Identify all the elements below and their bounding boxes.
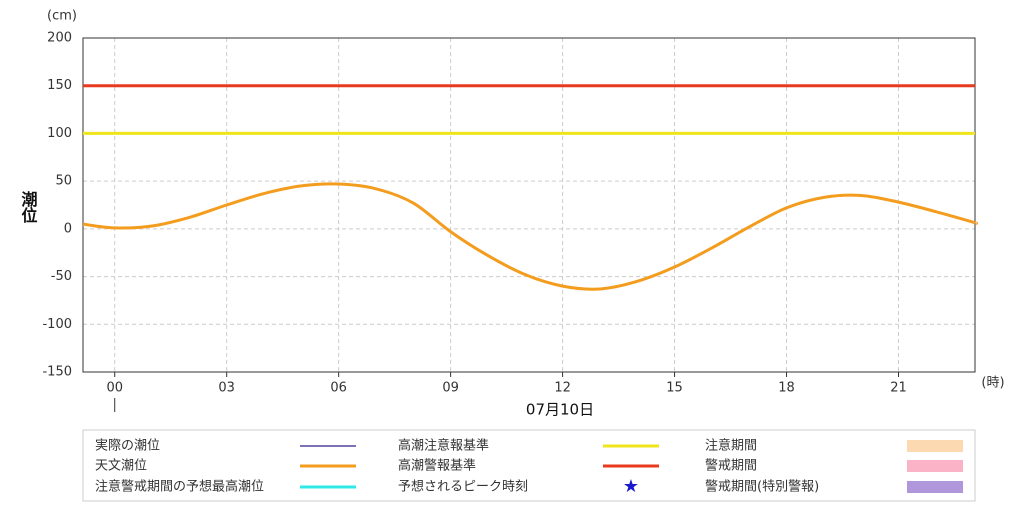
x-unit: (時) — [981, 376, 1004, 391]
y-tick-label: 200 — [47, 31, 72, 46]
date-label: 07月10日 — [526, 401, 594, 419]
x-tick-label: 09 — [442, 381, 459, 396]
y-tick-label: 0 — [64, 221, 72, 236]
y-unit: (cm) — [47, 9, 77, 24]
legend-label: 高潮警報基準 — [398, 458, 476, 474]
y-tick-label: 50 — [55, 174, 72, 189]
x-tick-label: 03 — [218, 381, 235, 396]
legend-swatch — [907, 460, 963, 472]
x-tick-label: 06 — [330, 381, 347, 396]
y-tick-label: -50 — [51, 269, 72, 284]
x-tick-label: 12 — [554, 381, 571, 396]
legend-label: 注意警戒期間の予想最高潮位 — [95, 479, 264, 495]
legend-label: 警戒期間 — [705, 458, 757, 474]
y-tick-label: -150 — [42, 365, 72, 380]
y-tick-label: 150 — [47, 78, 72, 93]
legend-swatch: ★ — [623, 476, 639, 497]
legend-label: 注意期間 — [705, 438, 757, 454]
legend-box — [82, 429, 976, 502]
x-tick-label: 18 — [778, 381, 795, 396]
legend-label: 警戒期間(特別警報) — [705, 479, 819, 495]
x-tick-label: 21 — [890, 381, 907, 396]
plot-frame — [82, 37, 976, 373]
legend-label: 高潮注意報基準 — [398, 438, 489, 454]
y-tick-label: 100 — [47, 126, 72, 141]
y-tick-label: -100 — [42, 317, 72, 332]
legend-label: 予想されるピーク時刻 — [398, 479, 528, 495]
x-tick-label: 15 — [666, 381, 683, 396]
x-tick-label: 00 — [106, 381, 123, 396]
legend-swatch — [907, 481, 963, 493]
legend-label: 実際の潮位 — [95, 438, 160, 454]
tide-line — [82, 182, 979, 291]
legend-label: 天文潮位 — [95, 459, 147, 474]
y-axis-label: 潮位 — [19, 190, 38, 224]
legend-swatch — [907, 440, 963, 452]
